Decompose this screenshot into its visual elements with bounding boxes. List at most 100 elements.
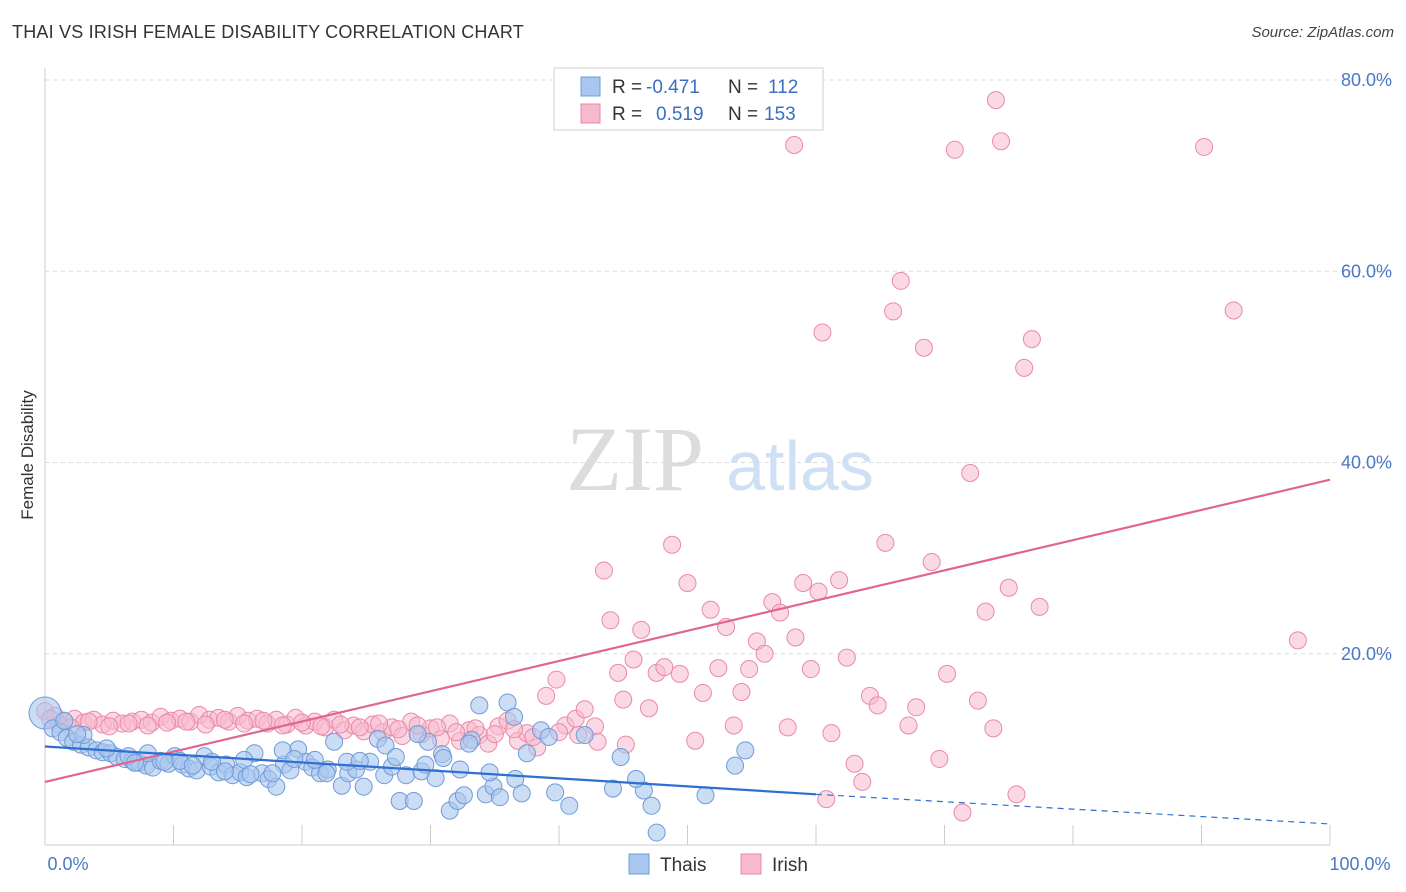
irish-point	[899, 716, 918, 735]
irish-point	[594, 561, 613, 580]
irish-point	[884, 302, 903, 321]
irish-point	[624, 650, 643, 669]
irish-point	[370, 714, 389, 733]
thais-point	[460, 734, 479, 753]
thais-point	[512, 784, 531, 803]
thais-point	[305, 750, 324, 769]
chart-title: THAI VS IRISH FEMALE DISABILITY CORRELAT…	[12, 22, 524, 42]
irish-legend-label: Irish	[772, 855, 808, 876]
thais-point	[376, 736, 395, 755]
thais-point	[575, 726, 594, 745]
irish-point	[177, 712, 196, 731]
thais-n-value: 112	[768, 77, 798, 98]
thais-point	[505, 707, 524, 726]
irish-point	[1007, 785, 1026, 804]
irish-point	[350, 718, 369, 737]
thais-point	[354, 777, 373, 796]
thais-point	[97, 739, 116, 758]
thais-point	[426, 769, 445, 788]
irish-point	[999, 578, 1018, 597]
irish-point	[693, 683, 712, 702]
thais-point	[404, 792, 423, 811]
thais-point	[603, 779, 622, 798]
irish-point	[663, 535, 682, 554]
y-tick-label: 40.0%	[1341, 453, 1392, 473]
irish-point	[547, 670, 566, 689]
irish-point	[724, 716, 743, 735]
irish-point	[785, 136, 804, 155]
y-tick-label: 60.0%	[1341, 261, 1392, 281]
irish-point	[922, 552, 941, 571]
irish-trend-line	[44, 478, 1331, 783]
irish-point	[1195, 137, 1214, 156]
irish-point	[740, 660, 759, 679]
thais-point	[736, 741, 755, 760]
thais-point	[434, 748, 453, 767]
thais-legend-swatch	[580, 76, 601, 97]
irish-point	[953, 803, 972, 822]
thais-r-value: -0.471	[646, 77, 700, 98]
thais-point	[517, 744, 536, 763]
irish-point	[1224, 301, 1243, 320]
irish-point	[655, 658, 674, 677]
thais-point	[560, 796, 579, 815]
thais-point	[546, 783, 565, 802]
stats-legend: R = -0.471 N = 112 R = 0.519 N = 153	[553, 67, 824, 131]
watermark-zip: ZIP	[566, 408, 704, 510]
irish-point	[701, 600, 720, 619]
thais-point	[68, 725, 87, 744]
thais-point	[480, 763, 499, 782]
irish-point	[485, 725, 504, 744]
irish-point	[537, 686, 556, 705]
irish-point	[609, 663, 628, 682]
watermark-atlas: atlas	[726, 427, 874, 505]
irish-point	[427, 718, 446, 737]
irish-point	[930, 749, 949, 768]
y-axis-label: Female Disability	[18, 390, 37, 520]
thais-point	[386, 748, 405, 767]
irish-point	[868, 696, 887, 715]
irish-point	[632, 620, 651, 639]
irish-point	[778, 718, 797, 737]
irish-point	[447, 723, 466, 742]
irish-point	[119, 714, 138, 733]
irish-r-value: 0.519	[656, 104, 704, 125]
irish-point	[853, 772, 872, 791]
thais-bottom-swatch	[628, 853, 650, 875]
irish-n-value: 153	[764, 104, 796, 125]
irish-point	[235, 714, 254, 733]
thais-point	[627, 770, 646, 789]
thais-point	[451, 760, 470, 779]
thais-point	[317, 764, 336, 783]
irish-point	[984, 719, 1003, 738]
irish-point	[601, 611, 620, 630]
thais-point	[647, 823, 666, 842]
irish-point	[575, 700, 594, 719]
y-tick-label: 20.0%	[1341, 644, 1392, 664]
irish-n-label: N =	[728, 104, 758, 125]
irish-point	[614, 690, 633, 709]
irish-point	[1015, 358, 1034, 377]
irish-point	[215, 710, 234, 729]
thais-point	[696, 786, 715, 805]
series-legend: Thais Irish	[628, 853, 808, 876]
thais-point	[470, 696, 489, 715]
irish-point	[331, 715, 350, 734]
irish-point	[968, 691, 987, 710]
thais-point	[325, 732, 344, 751]
irish-point	[1030, 597, 1049, 616]
irish-point	[907, 698, 926, 717]
irish-point	[976, 602, 995, 621]
irish-point	[945, 140, 964, 159]
irish-point	[830, 571, 849, 590]
y-tick-label: 80.0%	[1341, 70, 1392, 90]
thais-point	[215, 762, 234, 781]
irish-point	[817, 790, 836, 809]
thais-point	[642, 796, 661, 815]
irish-point	[813, 323, 832, 342]
irish-point	[837, 648, 856, 667]
x-tick-label-min: 0.0%	[47, 854, 88, 874]
irish-point	[639, 699, 658, 718]
irish-bottom-swatch	[740, 853, 762, 875]
